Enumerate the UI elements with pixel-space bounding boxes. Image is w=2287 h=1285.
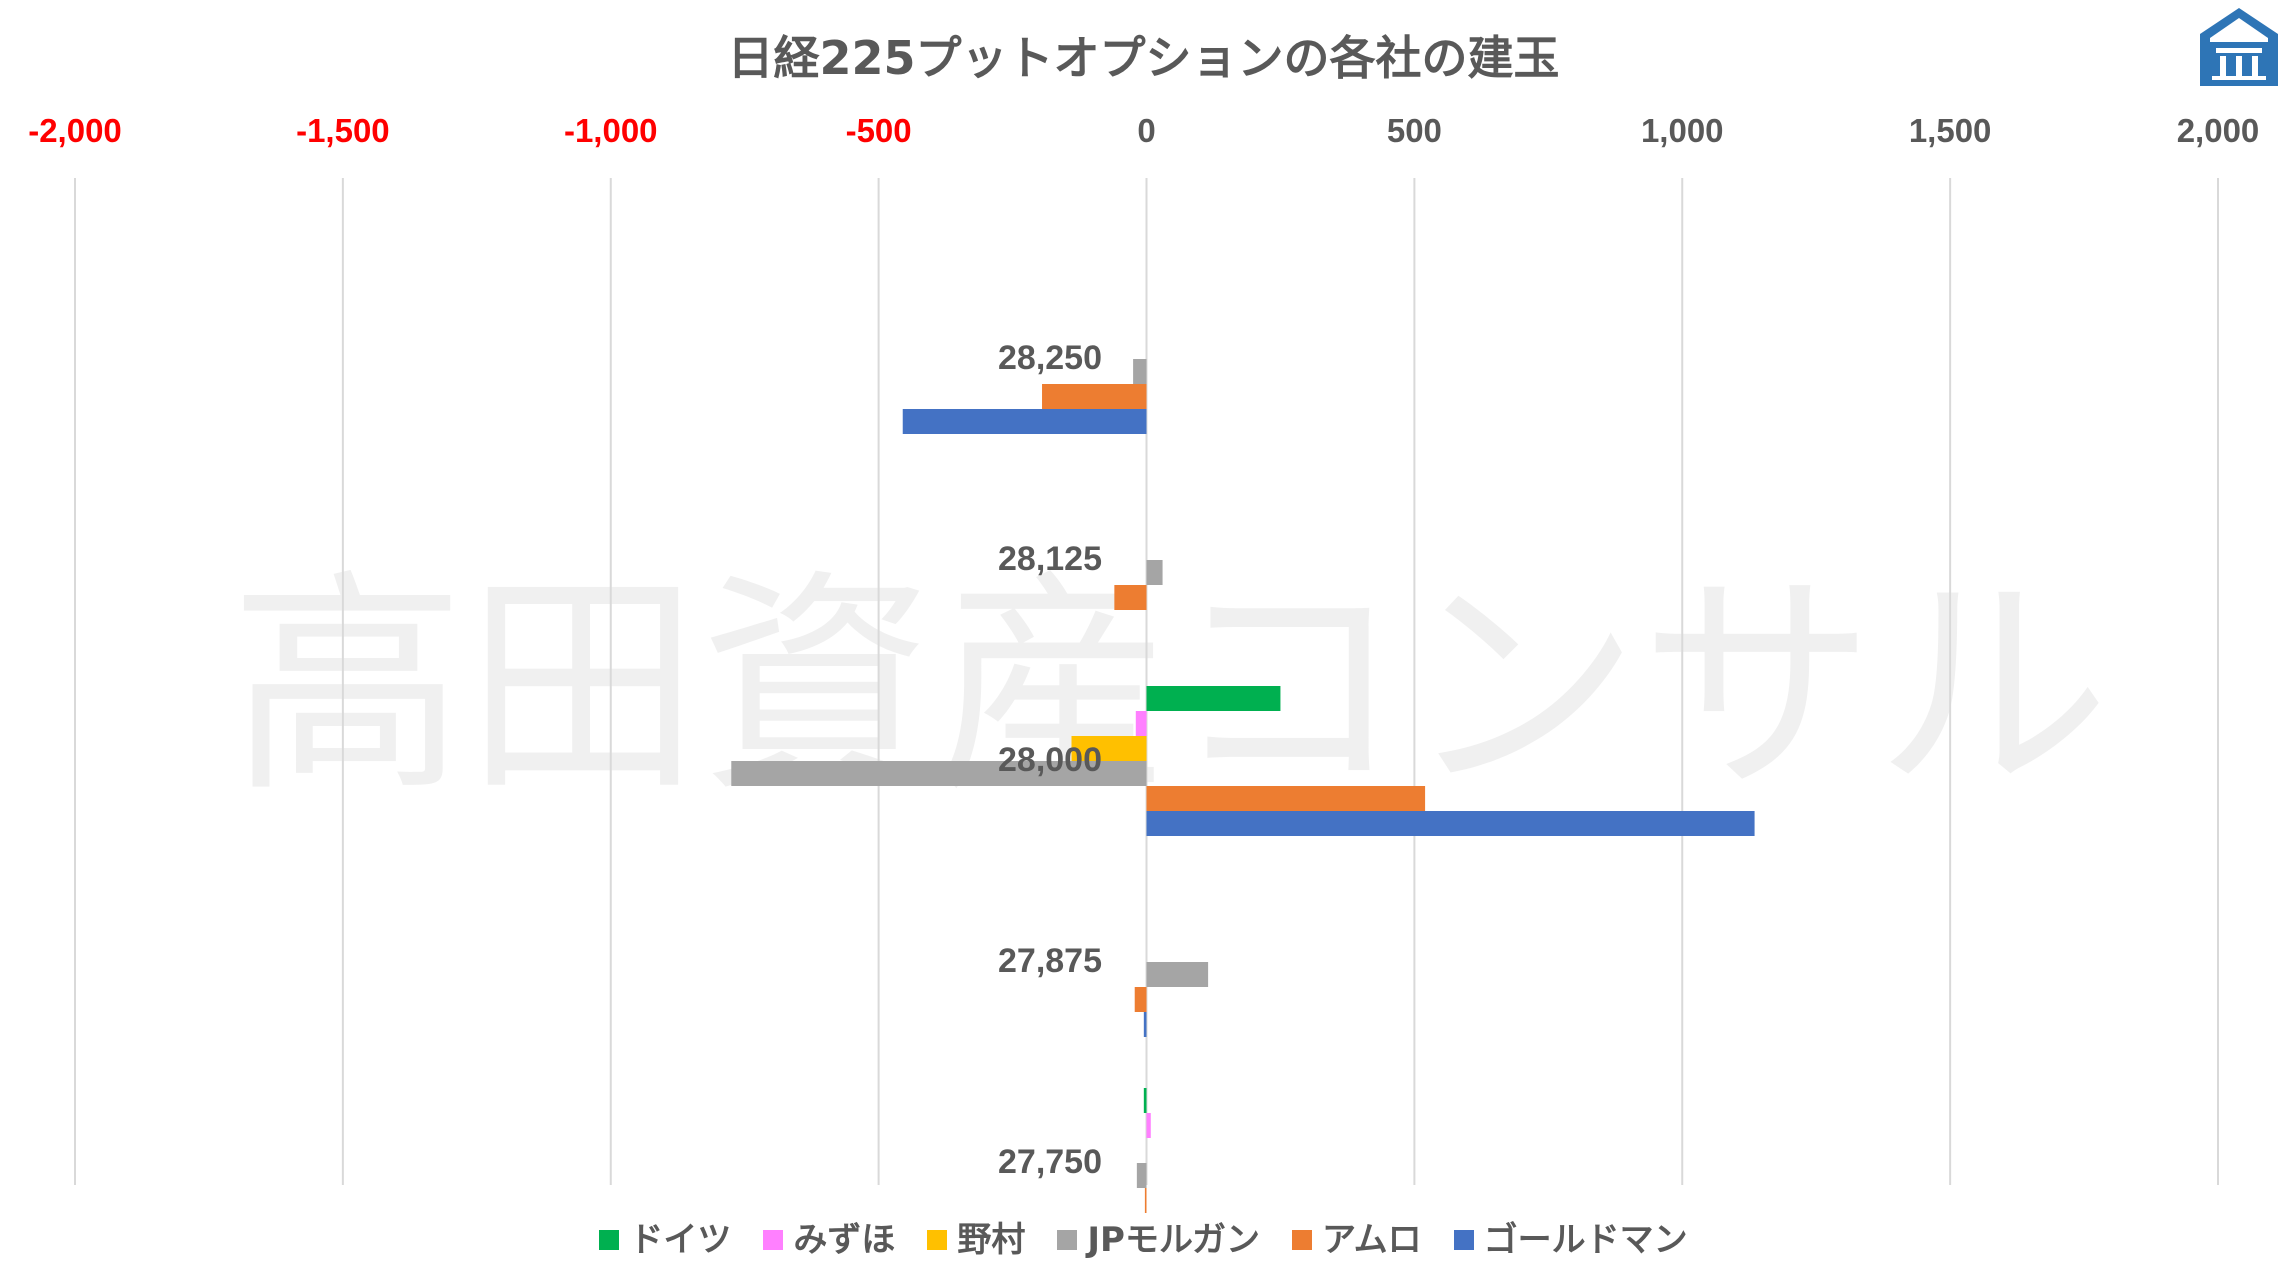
legend-label: アムロ: [1321, 1220, 1422, 1260]
legend-swatch: [599, 1229, 620, 1250]
bar-3-4: [1134, 987, 1147, 1012]
legend-swatch: [927, 1229, 948, 1250]
legend-label: ドイツ: [629, 1220, 732, 1260]
x-tick-label: 500: [1387, 112, 1442, 149]
company-logo-icon: [2196, 4, 2282, 90]
bar-2-1: [1135, 711, 1147, 736]
bar-2-4: [1146, 786, 1426, 811]
bar-3-3: [1146, 962, 1209, 987]
bar-3-5: [1143, 1012, 1147, 1037]
legend-swatch: [1291, 1229, 1312, 1250]
legend-swatch: [1057, 1229, 1078, 1250]
category-label: 28,250: [998, 339, 1102, 377]
legend-item: みずほ: [763, 1212, 895, 1261]
category-label: 28,125: [998, 540, 1102, 578]
bar-4-1: [1146, 1113, 1151, 1138]
bar-0-4: [1042, 384, 1147, 409]
legend-swatch: [763, 1229, 784, 1250]
bar-1-4: [1114, 585, 1147, 610]
legend-item: ゴールドマン: [1453, 1212, 1688, 1261]
x-tick-label: -1,000: [564, 112, 658, 149]
bar-1-3: [1146, 560, 1163, 585]
bar-4-4: [1144, 1188, 1147, 1213]
bar-2-2: [1071, 736, 1147, 761]
bar-2-3: [731, 761, 1147, 786]
bar-0-3: [1133, 359, 1147, 384]
bar-2-0: [1146, 686, 1281, 711]
bar-4-0: [1143, 1088, 1147, 1113]
chart-legend: ドイツ みずほ 野村 JPモルガン アムロ ゴールドマン: [0, 1212, 2287, 1261]
legend-swatch: [1453, 1229, 1474, 1250]
bar-4-3: [1136, 1163, 1147, 1188]
x-tick-label: -500: [846, 112, 912, 149]
category-label: 28,000: [998, 741, 1102, 779]
legend-item: ドイツ: [599, 1212, 731, 1261]
x-tick-label: -1,500: [296, 112, 390, 149]
legend-item: アムロ: [1291, 1212, 1422, 1261]
x-tick-label: 0: [1137, 112, 1155, 149]
x-tick-label: 2,000: [2177, 112, 2260, 149]
bar-0-5: [902, 409, 1147, 434]
legend-label: 野村: [957, 1220, 1026, 1260]
category-label: 27,750: [998, 1143, 1102, 1181]
legend-item: 野村: [927, 1212, 1025, 1261]
x-tick-label: 1,000: [1641, 112, 1724, 149]
x-tick-label: 1,500: [1909, 112, 1992, 149]
category-label: 27,875: [998, 942, 1102, 980]
legend-label: ゴールドマン: [1483, 1220, 1688, 1260]
chart-title: 日経225プットオプションの各社の建玉: [727, 31, 1560, 85]
bar-2-5: [1146, 811, 1755, 836]
legend-label: みずほ: [793, 1220, 896, 1260]
legend-label: JPモルガン: [1087, 1220, 1260, 1260]
x-tick-label: -2,000: [28, 112, 122, 149]
legend-item: JPモルガン: [1057, 1212, 1260, 1261]
